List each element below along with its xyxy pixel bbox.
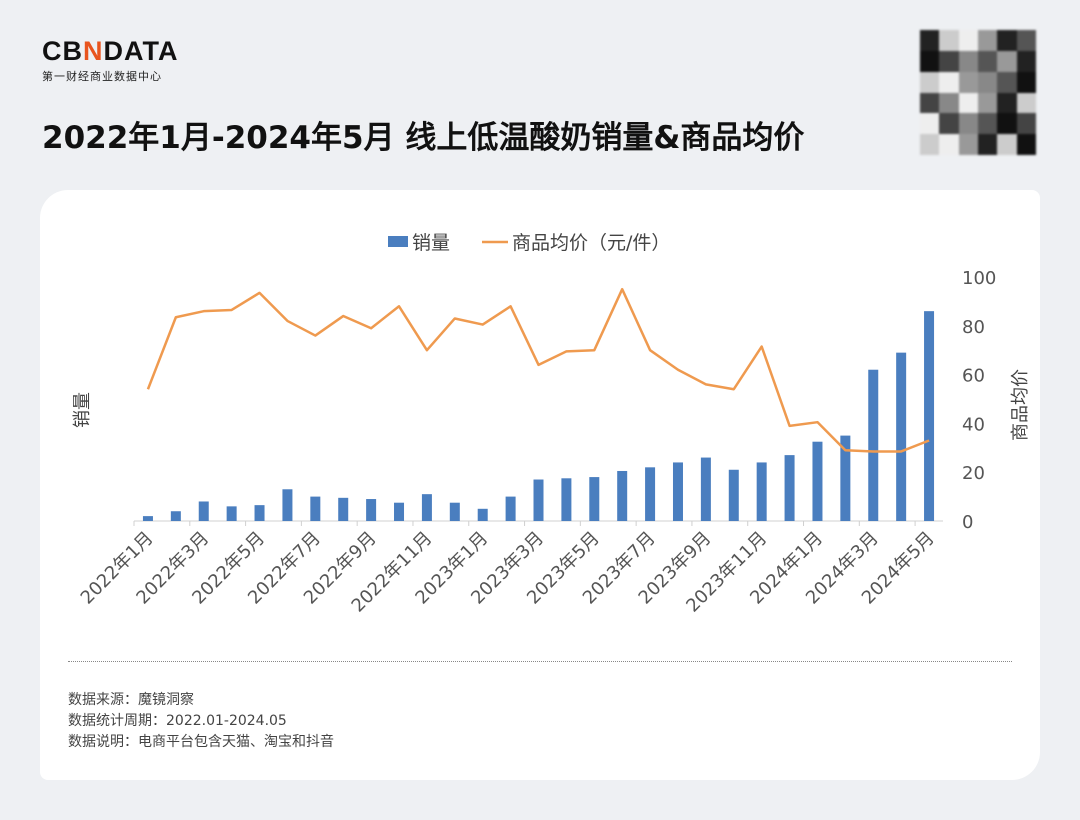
bar <box>226 506 237 521</box>
bar <box>840 435 851 521</box>
bar <box>310 496 321 521</box>
period-note: 数据统计周期：2022.01-2024.05 <box>68 713 287 729</box>
qr-code <box>920 30 1036 155</box>
y-axis-label-left: 销量 <box>72 392 93 428</box>
page-title: 2022年1月-2024年5月 线上低温酸奶销量&商品均价 <box>42 120 805 156</box>
source-note: 数据来源：魔镜洞察 <box>68 692 194 708</box>
legend-bar-swatch <box>388 236 408 247</box>
bar <box>198 501 209 521</box>
bar <box>561 478 572 521</box>
bar <box>533 479 544 521</box>
bar <box>896 352 907 521</box>
y-tick-label: 60 <box>962 366 985 387</box>
logo-subtitle: 第一财经商业数据中心 <box>42 70 162 83</box>
bar <box>672 462 683 521</box>
bar <box>756 462 767 521</box>
bar <box>366 499 377 521</box>
bar <box>812 441 823 521</box>
bar <box>338 497 349 521</box>
price-line <box>146 287 930 453</box>
y-tick-label: 20 <box>962 463 985 484</box>
bar <box>449 502 460 521</box>
cbndata-logo: CBNDATA 第一财经商业数据中心 <box>42 36 179 83</box>
bar <box>282 489 293 521</box>
y-tick-label: 100 <box>962 268 996 289</box>
bar <box>868 369 879 521</box>
bar <box>170 511 181 521</box>
bar <box>505 496 516 521</box>
divider <box>68 661 1012 662</box>
y-tick-label: 0 <box>962 512 973 533</box>
legend-label-price: 商品均价（元/件） <box>512 232 670 254</box>
y-axis-label-right: 商品均价 <box>1010 369 1031 441</box>
bar <box>617 470 628 521</box>
bar <box>784 455 795 521</box>
y-tick-label: 40 <box>962 414 985 435</box>
bar <box>728 469 739 521</box>
bar <box>645 467 656 521</box>
bar <box>421 494 432 521</box>
bar <box>924 311 935 521</box>
bar <box>477 508 488 521</box>
y-tick-label: 80 <box>962 317 985 338</box>
bar <box>589 477 600 521</box>
description-note: 数据说明：电商平台包含天猫、淘宝和抖音 <box>68 734 334 750</box>
bar <box>254 505 265 521</box>
legend-label-sales: 销量 <box>412 232 450 254</box>
bar <box>394 502 405 521</box>
footnotes: 数据来源：魔镜洞察 数据统计周期：2022.01-2024.05 数据说明：电商… <box>68 690 334 753</box>
bar <box>700 457 711 521</box>
bar <box>142 516 153 521</box>
